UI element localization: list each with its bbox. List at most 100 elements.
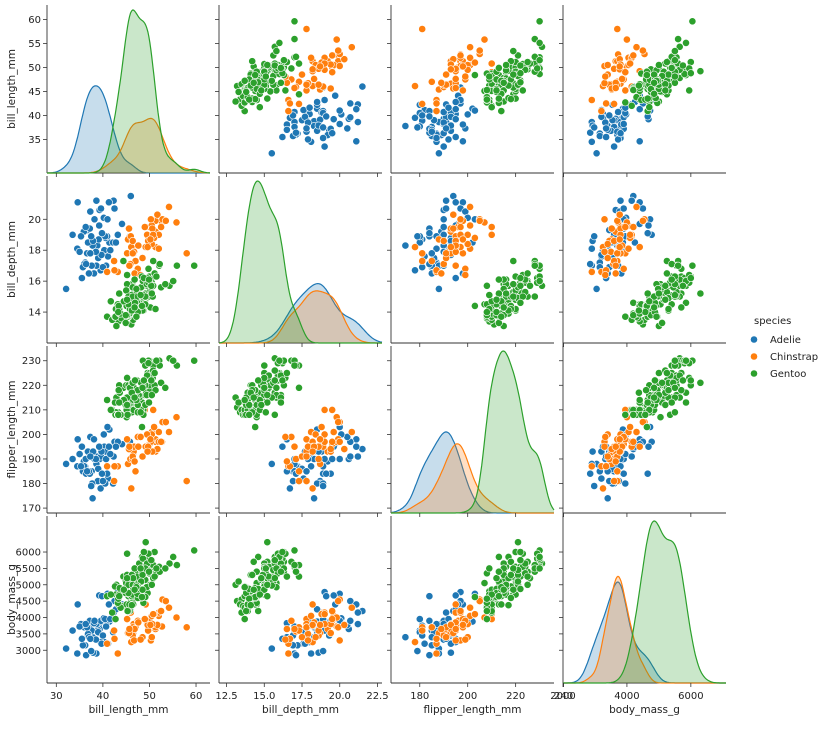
scatter-point-chinstrap bbox=[316, 435, 324, 444]
scatter-point-chinstrap bbox=[125, 261, 134, 270]
scatter-point-adelie bbox=[439, 142, 448, 151]
scatter-point-chinstrap bbox=[418, 100, 427, 108]
scatter-point-gentoo bbox=[270, 574, 279, 583]
scatter-point-chinstrap bbox=[432, 649, 441, 658]
scatter-point-gentoo bbox=[263, 538, 272, 547]
scatter-point-gentoo bbox=[494, 94, 503, 103]
scatter-point-adelie bbox=[446, 648, 455, 657]
scatter-point-adelie bbox=[420, 639, 429, 648]
scatter-point-chinstrap bbox=[290, 625, 299, 633]
scatter-point-adelie bbox=[103, 215, 112, 224]
scatter-point-adelie bbox=[313, 605, 321, 614]
scatter-point-chinstrap bbox=[314, 80, 323, 89]
scatter-point-chinstrap bbox=[432, 107, 441, 115]
scatter-point-gentoo bbox=[526, 281, 534, 290]
x-tick-label: 2000 bbox=[550, 691, 575, 702]
scatter-point-chinstrap bbox=[587, 96, 596, 104]
scatter-point-adelie bbox=[98, 469, 106, 478]
scatter-point-adelie bbox=[444, 103, 453, 112]
scatter-point-adelie bbox=[590, 482, 599, 490]
scatter-point-adelie bbox=[310, 494, 318, 503]
scatter-point-adelie bbox=[353, 620, 362, 628]
scatter-point-adelie bbox=[62, 284, 70, 293]
scatter-point-gentoo bbox=[635, 81, 643, 90]
scatter-point-gentoo bbox=[270, 556, 279, 565]
scatter-point-adelie bbox=[444, 135, 453, 144]
scatter-point-chinstrap bbox=[458, 86, 467, 95]
kde-fill-gentoo bbox=[219, 181, 382, 343]
scatter-point-gentoo bbox=[240, 615, 249, 623]
scatter-point-adelie bbox=[644, 442, 653, 451]
scatter-point-chinstrap bbox=[451, 261, 460, 270]
scatter-point-gentoo bbox=[494, 64, 503, 72]
scatter-point-adelie bbox=[427, 249, 436, 258]
scatter-point-chinstrap bbox=[626, 230, 634, 239]
scatter-point-gentoo bbox=[664, 305, 673, 313]
scatter-point-adelie bbox=[451, 591, 460, 600]
scatter-point-adelie bbox=[635, 137, 644, 146]
scatter-point-chinstrap bbox=[134, 442, 143, 451]
scatter-point-gentoo bbox=[248, 571, 257, 579]
scatter-point-adelie bbox=[267, 459, 276, 468]
y-tick-label: 20 bbox=[28, 215, 41, 226]
scatter-point-gentoo bbox=[679, 281, 687, 290]
scatter-point-chinstrap bbox=[446, 65, 455, 74]
scatter-point-gentoo bbox=[287, 64, 296, 73]
scatter-point-chinstrap bbox=[308, 621, 317, 629]
x-tick-label: 15.0 bbox=[253, 691, 275, 702]
scatter-point-adelie bbox=[346, 616, 355, 625]
scatter-point-adelie bbox=[619, 204, 628, 213]
scatter-point-gentoo bbox=[138, 383, 147, 392]
scatter-point-chinstrap bbox=[335, 62, 344, 70]
scatter-point-adelie bbox=[105, 600, 113, 609]
scatter-point-gentoo bbox=[509, 564, 518, 573]
scatter-point-chinstrap bbox=[611, 84, 620, 92]
scatter-point-chinstrap bbox=[149, 405, 158, 414]
scatter-point-chinstrap bbox=[597, 107, 606, 115]
scatter-point-chinstrap bbox=[125, 442, 134, 451]
scatter-point-adelie bbox=[434, 284, 443, 293]
scatter-point-gentoo bbox=[281, 86, 290, 95]
scatter-point-adelie bbox=[331, 91, 340, 100]
legend-label-adelie: Adelie bbox=[770, 335, 801, 346]
scatter-point-chinstrap bbox=[146, 621, 155, 629]
scatter-point-adelie bbox=[335, 106, 344, 115]
scatter-point-gentoo bbox=[245, 95, 254, 104]
scatter-point-adelie bbox=[614, 108, 622, 116]
scatter-point-chinstrap bbox=[131, 467, 140, 476]
scatter-point-gentoo bbox=[290, 561, 299, 569]
scatter-point-chinstrap bbox=[621, 68, 630, 77]
x-axis-label: bill_depth_mm bbox=[262, 704, 339, 716]
scatter-point-gentoo bbox=[470, 593, 479, 601]
y-axis-label: bill_length_mm bbox=[6, 49, 18, 129]
scatter-point-chinstrap bbox=[475, 216, 484, 225]
y-tick-label: 14 bbox=[28, 308, 41, 319]
scatter-point-chinstrap bbox=[304, 636, 312, 645]
scatter-point-gentoo bbox=[245, 410, 254, 419]
scatter-point-chinstrap bbox=[290, 84, 299, 92]
scatter-point-gentoo bbox=[161, 280, 170, 289]
scatter-point-adelie bbox=[635, 105, 644, 114]
scatter-point-gentoo bbox=[249, 78, 258, 87]
scatter-point-chinstrap bbox=[451, 600, 460, 609]
y-axis-label: flipper_length_mm bbox=[6, 380, 18, 478]
scatter-point-gentoo bbox=[516, 69, 525, 78]
scatter-point-chinstrap bbox=[328, 68, 337, 77]
scatter-point-gentoo bbox=[502, 61, 510, 69]
scatter-point-adelie bbox=[98, 229, 106, 238]
scatter-point-chinstrap bbox=[143, 243, 152, 251]
y-tick-label: 190 bbox=[22, 454, 41, 465]
scatter-point-chinstrap bbox=[110, 266, 119, 275]
scatter-point-chinstrap bbox=[632, 202, 641, 211]
scatter-point-chinstrap bbox=[446, 243, 455, 251]
scatter-point-gentoo bbox=[674, 35, 682, 43]
scatter-point-adelie bbox=[87, 647, 96, 655]
scatter-point-adelie bbox=[451, 98, 460, 106]
scatter-point-gentoo bbox=[482, 308, 491, 316]
scatter-point-chinstrap bbox=[437, 625, 446, 633]
scatter-point-chinstrap bbox=[418, 249, 427, 258]
scatter-point-chinstrap bbox=[623, 35, 631, 44]
scatter-point-gentoo bbox=[123, 574, 131, 583]
scatter-point-chinstrap bbox=[624, 244, 633, 253]
scatter-point-gentoo bbox=[144, 264, 153, 273]
